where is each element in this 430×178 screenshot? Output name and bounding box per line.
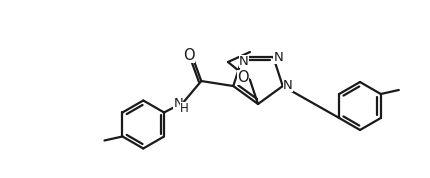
Text: N: N (239, 56, 249, 69)
Text: O: O (183, 48, 194, 63)
Text: N: N (273, 51, 283, 64)
Text: H: H (180, 102, 189, 115)
Text: N: N (173, 97, 183, 110)
Text: N: N (283, 78, 292, 91)
Text: O: O (237, 69, 249, 85)
